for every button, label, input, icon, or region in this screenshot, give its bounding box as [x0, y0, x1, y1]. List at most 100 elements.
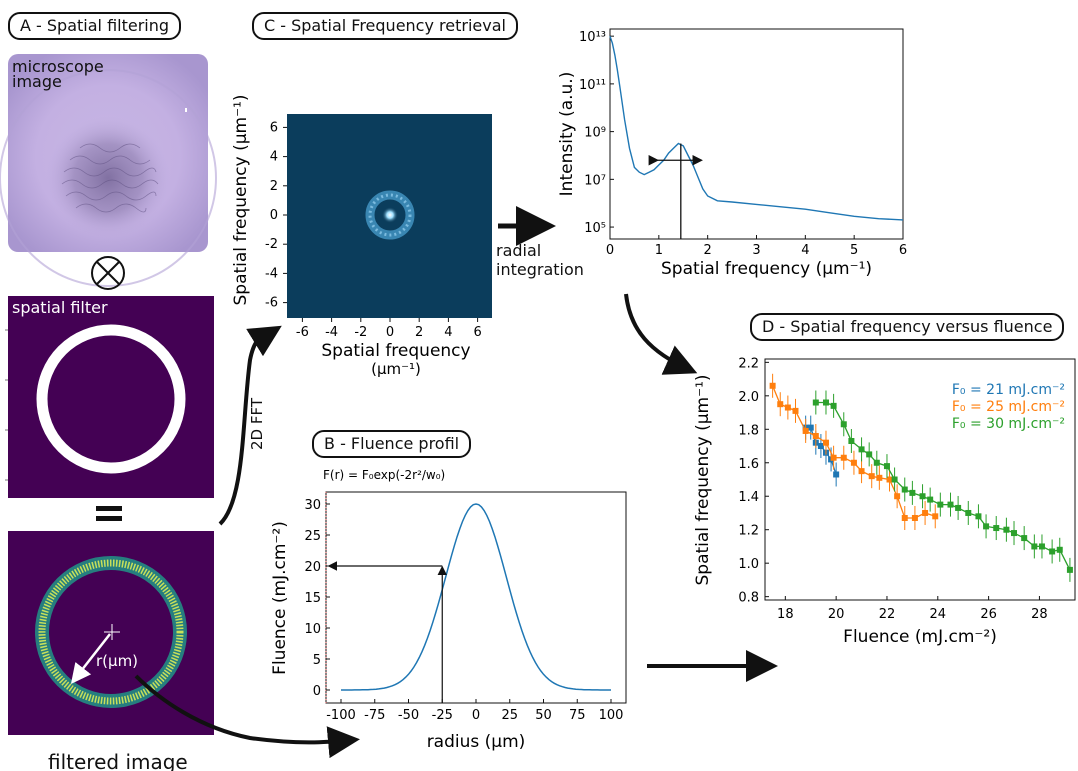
scatter-legend-entry: F₀ = 25 mJ.cm⁻² [952, 399, 1065, 415]
panel-a-title: A - Spatial filtering [8, 12, 182, 40]
scatter-point-green [955, 504, 962, 511]
intensity-x-tick-label: 2 [704, 243, 712, 258]
microscope-image [0, 54, 217, 287]
scatter-point-green [812, 399, 819, 406]
scatter-point-blue [833, 471, 840, 478]
scatter-point-green [1038, 543, 1045, 550]
scatter-point-orange [876, 474, 883, 481]
scatter-ylabel: Spatial frequency (µm⁻¹) [693, 374, 713, 585]
scatter-point-orange [812, 432, 819, 439]
radial-label-line2: integration [496, 260, 584, 279]
scatter-point-orange [784, 404, 791, 411]
scatter-point-orange [886, 476, 893, 483]
fluence-y-tick-label: 0 [313, 684, 321, 699]
scatter-point-green [975, 513, 982, 520]
scatter-point-orange [894, 493, 901, 500]
fluence-x-tick-label: -25 [432, 708, 453, 723]
scatter-x-tick-label: 20 [828, 607, 845, 622]
intensity-plot-frame [609, 28, 904, 240]
scatter-point-green [1021, 535, 1028, 542]
fft-arrow [218, 325, 282, 526]
scatter-plot-frame [764, 358, 1076, 601]
fluence-y-tick-label: 30 [304, 498, 321, 513]
spatial-filter-image [5, 296, 214, 498]
scatter-point-green [1056, 546, 1063, 553]
microscope-label-line2: image [12, 72, 62, 91]
fluence-x-tick-label: -75 [364, 708, 385, 723]
scatter-point-orange [822, 439, 829, 446]
fft-y-ticks: -6 -4 -2 0 2 4 6 [265, 120, 287, 311]
fluence-x-tick-label: 0 [472, 708, 480, 723]
intensity-x-tick-label: 5 [850, 243, 858, 258]
fluence-xlabel: radius (µm) [427, 732, 526, 752]
intensity-y-tick-label: 10⁹ [584, 126, 606, 141]
scatter-point-green [840, 421, 847, 428]
intensity-chart: 0 1 2 3 4 5 6 10⁵ 10⁷ 10⁹ 10¹¹ 10¹³ Spatial frequenc… [557, 28, 907, 279]
scatter-point-green [830, 402, 837, 409]
intensity-y-tick-label: 10⁵ [584, 221, 606, 236]
equals-icon [96, 506, 122, 521]
filtered-image-label: filtered image [48, 750, 188, 771]
scatter-point-green [1031, 543, 1038, 550]
scatter-point-blue [807, 424, 814, 431]
scatter-x-tick-label: 26 [980, 607, 997, 622]
scatter-point-green [1049, 548, 1056, 555]
fluence-ylabel: Fluence (mJ.cm⁻²) [270, 521, 290, 675]
scatter-point-orange [850, 459, 857, 466]
radial-label-line1: radial [496, 241, 541, 260]
fft-y-tick-label: 0 [270, 208, 278, 223]
fft-y-tick-label: 2 [270, 179, 278, 194]
scatter-point-orange [840, 454, 847, 461]
scatter-point-orange [769, 382, 776, 389]
fft-ylabel: Spatial frequency (µm⁻¹) [231, 94, 251, 305]
scatter-y-tick-label: 1.0 [738, 557, 759, 572]
scatter-point-orange [858, 468, 865, 475]
curve-to-plot-arrow [624, 293, 698, 375]
fluence-y-tick-label: 20 [304, 560, 321, 575]
scatter-y-tick-label: 0.8 [738, 591, 759, 606]
fluence-plot-frame [325, 491, 627, 704]
scatter-point-green [858, 446, 865, 453]
scatter-point-orange [792, 407, 799, 414]
scatter-point-green [965, 509, 972, 516]
fluence-y-tick-label: 15 [304, 591, 321, 606]
scatter-y-tick-label: 1.4 [738, 490, 759, 505]
scatter-xlabel: Fluence (mJ.cm⁻²) [843, 627, 997, 647]
scatter-point-green [993, 525, 1000, 532]
scatter-point-green [927, 496, 934, 503]
scatter-point-orange [932, 513, 939, 520]
scatter-point-orange [777, 401, 784, 408]
intensity-x-tick-label: 4 [801, 243, 809, 258]
scatter-y-tick-label: 1.8 [738, 423, 759, 438]
scatter-x-tick-label: 24 [930, 607, 947, 622]
fluence-x-tick-label: 25 [501, 708, 518, 723]
fft-x-tick-label: -4 [325, 325, 338, 340]
fluence-formula: F(r) = F₀exp(-2r²/w₀) [323, 468, 445, 482]
fluence-x-tick-label: 100 [599, 708, 624, 723]
fft-x-tick-label: 4 [444, 325, 452, 340]
fluence-gaussian-line [341, 503, 611, 691]
filtered-image [8, 531, 214, 735]
intensity-x-tick-label: 1 [655, 243, 663, 258]
fft-x-tick-label: 6 [473, 325, 481, 340]
scatter-legend-entry: F₀ = 30 mJ.cm⁻² [952, 416, 1065, 432]
intensity-ylabel: Intensity (a.u.) [557, 72, 577, 197]
fluence-x-tick-label: 75 [569, 708, 586, 723]
scatter-y-tick-label: 2.2 [738, 356, 759, 371]
convolve-icon [91, 256, 125, 290]
scatter-point-orange [911, 514, 918, 521]
scatter-point-green [891, 476, 898, 483]
scatter-point-green [873, 459, 880, 466]
fft-x-tick-label: 0 [386, 325, 394, 340]
fft-xlabel: Spatial frequency [321, 341, 470, 361]
intensity-y-tick-label: 10¹³ [579, 30, 606, 45]
fft-x-tick-label: -6 [296, 325, 309, 340]
scatter-point-green [909, 489, 916, 496]
spatial-filter-label: spatial filter [12, 298, 108, 317]
scatter-y-tick-label: 1.6 [738, 457, 759, 472]
scatter-point-orange [901, 514, 908, 521]
intensity-xlabel: Spatial frequency (µm⁻¹) [661, 259, 872, 279]
fft-x-tick-label: -2 [354, 325, 367, 340]
scatter-point-green [866, 451, 873, 458]
